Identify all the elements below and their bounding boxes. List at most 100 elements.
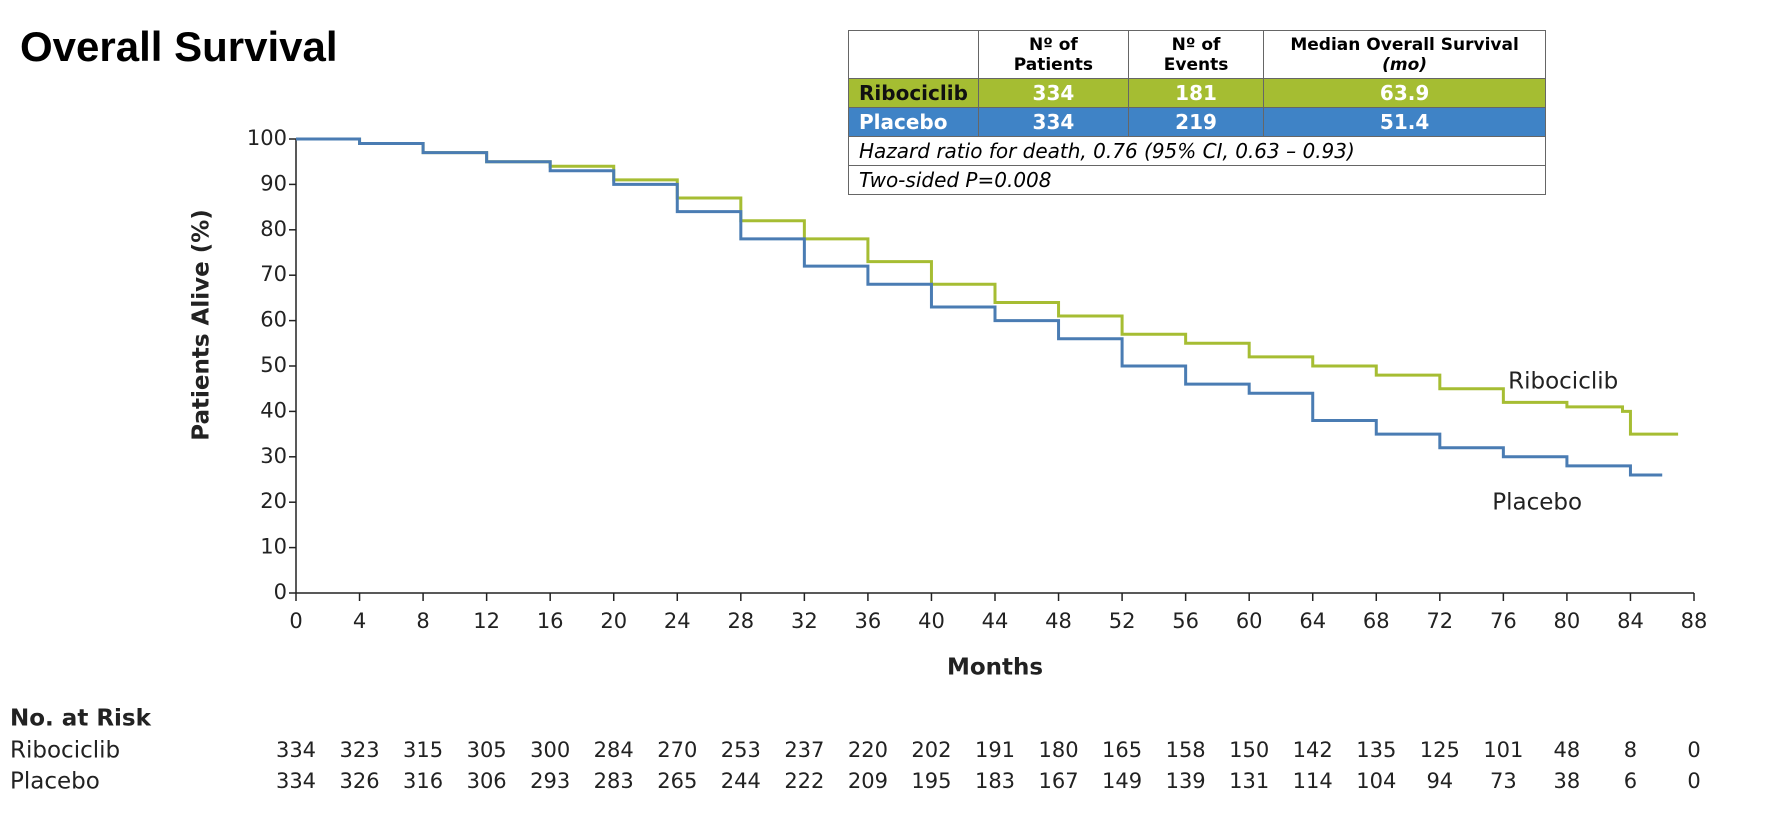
at-risk-count: 131 — [1229, 769, 1269, 793]
at-risk-count: 284 — [594, 738, 634, 762]
at-risk-count: 149 — [1102, 769, 1142, 793]
at-risk-count: 253 — [721, 738, 761, 762]
column-header: Nº of Patients — [977, 30, 1129, 79]
at-risk-count: 183 — [975, 769, 1015, 793]
at-risk-count: 222 — [784, 769, 824, 793]
y-tick-label: 80 — [260, 217, 287, 241]
at-risk-count: 237 — [784, 738, 824, 762]
at-risk-count: 270 — [657, 738, 697, 762]
at-risk-count: 283 — [594, 769, 634, 793]
y-tick-label: 90 — [260, 171, 287, 195]
note-row: Hazard ratio for death, 0.76 (95% CI, 0.… — [848, 136, 1546, 166]
y-tick-label: 60 — [260, 308, 287, 332]
curve-label: Ribociclib — [1508, 369, 1618, 395]
at-risk-count: 139 — [1166, 769, 1206, 793]
at-risk-name: Placebo — [10, 769, 100, 795]
at-risk-count: 305 — [467, 738, 507, 762]
at-risk-count: 244 — [721, 769, 761, 793]
x-tick-label: 0 — [289, 609, 302, 633]
x-tick-label: 52 — [1109, 609, 1136, 633]
at-risk-count: 265 — [657, 769, 697, 793]
summary-table: Nº of Patients Nº of Events Median Overa… — [848, 30, 1546, 195]
curve-label: Placebo — [1492, 489, 1582, 515]
at-risk-count: 191 — [975, 738, 1015, 762]
at-risk-count: 158 — [1166, 738, 1206, 762]
y-tick-label: 70 — [260, 262, 287, 286]
at-risk-count: 220 — [848, 738, 888, 762]
at-risk-count: 125 — [1420, 738, 1460, 762]
at-risk-count: 167 — [1038, 769, 1078, 793]
note: Two-sided P=0.008 — [848, 165, 1546, 195]
at-risk-count: 316 — [403, 769, 443, 793]
at-risk-count: 300 — [530, 738, 570, 762]
cell: 334 — [977, 78, 1129, 108]
at-risk-count: 38 — [1554, 769, 1581, 793]
y-tick-label: 10 — [260, 535, 287, 559]
at-risk-title: No. at Risk — [10, 706, 152, 732]
data-row: Placebo 334 219 51.4 — [848, 107, 1546, 137]
at-risk-count: 165 — [1102, 738, 1142, 762]
x-tick-label: 72 — [1426, 609, 1453, 633]
x-tick-label: 4 — [353, 609, 366, 633]
x-tick-label: 56 — [1172, 609, 1199, 633]
median-unit: (mo) — [1382, 54, 1428, 75]
header-row: Nº of Patients Nº of Events Median Overa… — [848, 30, 1546, 79]
at-risk-count: 293 — [530, 769, 570, 793]
y-axis-label: Patients Alive (%) — [189, 209, 215, 441]
x-tick-label: 60 — [1236, 609, 1263, 633]
at-risk-count: 6 — [1624, 769, 1637, 793]
y-tick-label: 40 — [260, 398, 287, 422]
note-row: Two-sided P=0.008 — [848, 165, 1546, 195]
at-risk-count: 114 — [1293, 769, 1333, 793]
at-risk-count: 48 — [1554, 738, 1581, 762]
x-tick-label: 40 — [918, 609, 945, 633]
x-tick-label: 80 — [1554, 609, 1581, 633]
at-risk-count: 0 — [1687, 769, 1700, 793]
at-risk-count: 8 — [1624, 738, 1637, 762]
at-risk-count: 150 — [1229, 738, 1269, 762]
median-header: Median Overall Survival — [1290, 34, 1519, 55]
x-tick-label: 88 — [1681, 609, 1708, 633]
x-tick-label: 8 — [416, 609, 429, 633]
at-risk-count: 326 — [339, 769, 379, 793]
cell: 63.9 — [1263, 78, 1546, 108]
x-tick-label: 76 — [1490, 609, 1517, 633]
at-risk-count: 334 — [276, 738, 316, 762]
y-tick-label: 20 — [260, 489, 287, 513]
at-risk-count: 306 — [467, 769, 507, 793]
x-tick-label: 32 — [791, 609, 818, 633]
y-tick-label: 100 — [247, 126, 287, 150]
x-tick-label: 84 — [1617, 609, 1644, 633]
at-risk-count: 135 — [1356, 738, 1396, 762]
x-tick-label: 68 — [1363, 609, 1390, 633]
at-risk-count: 0 — [1687, 738, 1700, 762]
x-tick-label: 48 — [1045, 609, 1072, 633]
y-tick-label: 50 — [260, 353, 287, 377]
at-risk-count: 334 — [276, 769, 316, 793]
x-tick-label: 16 — [537, 609, 564, 633]
x-tick-label: 64 — [1299, 609, 1326, 633]
x-tick-label: 12 — [473, 609, 500, 633]
row-name: Ribociclib — [848, 78, 979, 108]
cell: 51.4 — [1263, 107, 1546, 137]
at-risk-count: 202 — [911, 738, 951, 762]
at-risk-count: 94 — [1426, 769, 1453, 793]
at-risk-count: 315 — [403, 738, 443, 762]
at-risk-count: 180 — [1038, 738, 1078, 762]
at-risk-count: 209 — [848, 769, 888, 793]
corner — [848, 30, 979, 79]
note: Hazard ratio for death, 0.76 (95% CI, 0.… — [848, 136, 1546, 166]
at-risk-count: 104 — [1356, 769, 1396, 793]
data-row: Ribociclib 334 181 63.9 — [848, 78, 1546, 108]
cell: 181 — [1127, 78, 1265, 108]
y-tick-label: 0 — [274, 580, 287, 604]
x-tick-label: 44 — [982, 609, 1009, 633]
row-name: Placebo — [848, 107, 979, 137]
at-risk-count: 195 — [911, 769, 951, 793]
at-risk-count: 73 — [1490, 769, 1517, 793]
column-header: Median Overall Survival (mo) — [1263, 30, 1546, 79]
column-header: Nº of Events — [1127, 30, 1265, 79]
x-tick-label: 24 — [664, 609, 691, 633]
x-tick-label: 28 — [727, 609, 754, 633]
